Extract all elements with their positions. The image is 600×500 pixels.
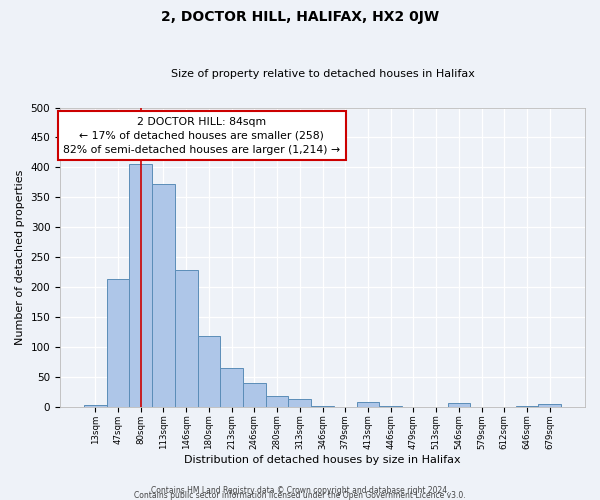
Bar [379,406,402,407]
Bar [84,405,107,407]
Bar [515,406,538,407]
Bar [197,336,220,407]
Bar [175,270,197,407]
X-axis label: Distribution of detached houses by size in Halifax: Distribution of detached houses by size … [184,455,461,465]
Bar [356,402,379,407]
Text: 2, DOCTOR HILL, HALIFAX, HX2 0JW: 2, DOCTOR HILL, HALIFAX, HX2 0JW [161,10,439,24]
Bar [289,399,311,407]
Text: Contains HM Land Registry data © Crown copyright and database right 2024.: Contains HM Land Registry data © Crown c… [151,486,449,495]
Bar [448,402,470,407]
Bar [152,184,175,407]
Y-axis label: Number of detached properties: Number of detached properties [15,170,25,345]
Bar [538,404,561,407]
Bar [243,383,266,407]
Bar [266,396,289,407]
Bar [130,164,152,407]
Title: Size of property relative to detached houses in Halifax: Size of property relative to detached ho… [170,69,475,79]
Bar [107,279,130,407]
Bar [311,406,334,407]
Text: 2 DOCTOR HILL: 84sqm
← 17% of detached houses are smaller (258)
82% of semi-deta: 2 DOCTOR HILL: 84sqm ← 17% of detached h… [63,116,340,154]
Text: Contains public sector information licensed under the Open Government Licence v3: Contains public sector information licen… [134,491,466,500]
Bar [220,368,243,407]
